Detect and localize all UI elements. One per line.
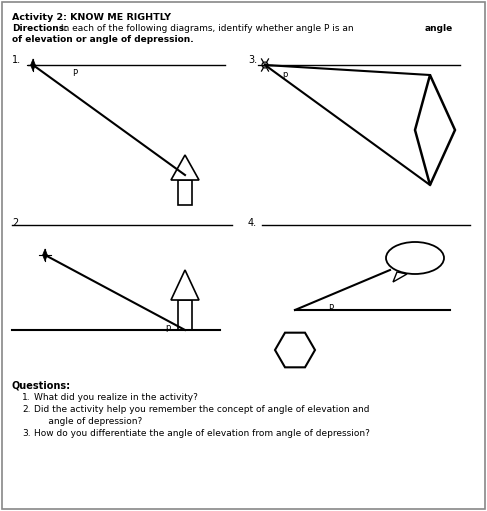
Text: Questions:: Questions: xyxy=(12,380,71,390)
Polygon shape xyxy=(42,249,47,261)
Text: In each of the following diagrams, identify whether angle P is an: In each of the following diagrams, ident… xyxy=(58,24,356,33)
Text: P: P xyxy=(328,304,333,313)
Text: 4.: 4. xyxy=(248,218,257,228)
Text: 3.: 3. xyxy=(22,429,31,438)
Text: What did you realize in the activity?: What did you realize in the activity? xyxy=(34,393,198,402)
Text: 3.: 3. xyxy=(248,55,257,65)
Text: Activity 2: KNOW ME RIGHTLY: Activity 2: KNOW ME RIGHTLY xyxy=(12,13,171,22)
Text: 1.: 1. xyxy=(12,55,21,65)
Text: 2.: 2. xyxy=(12,218,21,228)
Text: Did the activity help you remember the concept of angle of elevation and: Did the activity help you remember the c… xyxy=(34,405,370,414)
Text: angle: angle xyxy=(425,24,453,33)
Text: p: p xyxy=(165,323,170,332)
Text: 1.: 1. xyxy=(22,393,31,402)
FancyBboxPatch shape xyxy=(178,300,192,330)
Text: p: p xyxy=(282,70,287,79)
Polygon shape xyxy=(171,270,199,300)
Text: of elevation or angle of depression.: of elevation or angle of depression. xyxy=(12,35,194,44)
Polygon shape xyxy=(31,59,36,71)
Text: P: P xyxy=(72,69,77,78)
Text: Directions:: Directions: xyxy=(12,24,68,33)
Text: How do you differentiate the angle of elevation from angle of depression?: How do you differentiate the angle of el… xyxy=(34,429,370,438)
Polygon shape xyxy=(171,155,199,180)
Text: angle of depression?: angle of depression? xyxy=(34,417,142,426)
FancyBboxPatch shape xyxy=(178,180,192,205)
Text: 2.: 2. xyxy=(22,405,31,414)
